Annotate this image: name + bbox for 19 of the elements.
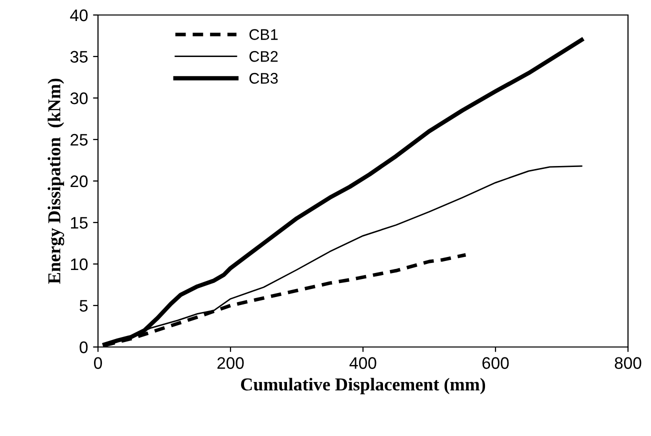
legend-label: CB1 xyxy=(249,29,278,40)
x-tick-label: 0 xyxy=(94,357,102,369)
legend-label: CB3 xyxy=(249,72,278,84)
legend-label: CB2 xyxy=(249,51,278,62)
y-tick-label: 5 xyxy=(80,300,88,312)
y-tick-label: 35 xyxy=(70,50,88,63)
x-tick-label: 400 xyxy=(349,357,376,369)
y-tick-label: 25 xyxy=(70,134,88,146)
x-tick-label: 600 xyxy=(482,357,509,369)
x-axis-title: Cumulative Displacement (mm) xyxy=(241,378,486,394)
y-tick-label: 0 xyxy=(80,341,88,354)
y-tick-label: 15 xyxy=(71,217,88,229)
x-tick-label: 800 xyxy=(614,357,642,369)
y-tick-label: 10 xyxy=(71,258,88,270)
x-tick-label: 200 xyxy=(217,357,244,369)
y-tick-label: 30 xyxy=(70,92,88,104)
y-tick-label: 40 xyxy=(70,9,88,22)
y-axis-title: Energy Dissipation (kNm) xyxy=(48,78,64,284)
y-tick-label: 20 xyxy=(70,175,88,188)
